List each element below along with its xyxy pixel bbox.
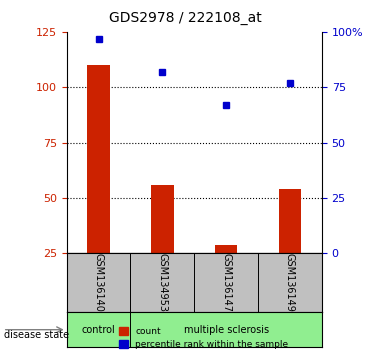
Text: multiple sclerosis: multiple sclerosis <box>184 325 269 335</box>
Text: GSM136140: GSM136140 <box>94 253 104 312</box>
Bar <box>215 245 237 253</box>
Bar <box>151 185 174 253</box>
Legend: count, percentile rank within the sample: count, percentile rank within the sample <box>115 323 292 353</box>
Text: control: control <box>82 325 115 335</box>
Text: GSM136147: GSM136147 <box>221 253 231 313</box>
Text: GSM134953: GSM134953 <box>157 253 167 313</box>
Bar <box>279 189 301 253</box>
Text: disease state: disease state <box>4 330 69 339</box>
Text: GDS2978 / 222108_at: GDS2978 / 222108_at <box>109 11 261 25</box>
Text: GSM136149: GSM136149 <box>285 253 295 312</box>
Bar <box>87 65 110 253</box>
